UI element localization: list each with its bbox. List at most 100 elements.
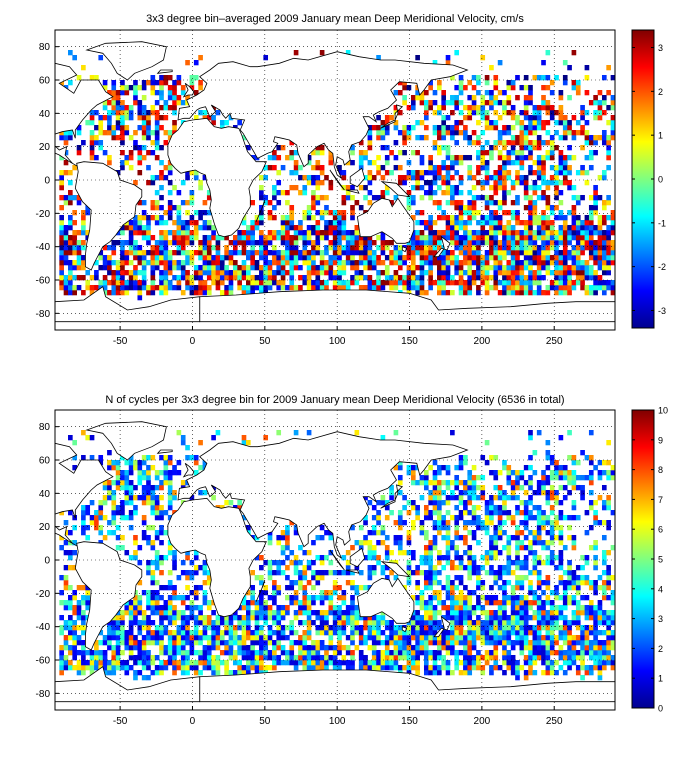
heatmap-cell <box>337 595 342 601</box>
heatmap-cell <box>406 660 412 666</box>
heatmap-cell <box>610 640 615 646</box>
heatmap-cell <box>497 525 503 531</box>
heatmap-cell <box>81 265 86 271</box>
heatmap-cell <box>571 580 577 586</box>
heatmap-cell <box>610 215 615 221</box>
heatmap-cell <box>419 210 425 216</box>
heatmap-cell <box>198 285 203 291</box>
heatmap-cell <box>428 180 433 186</box>
heatmap-cell <box>554 670 559 676</box>
heatmap-cell <box>402 260 407 266</box>
heatmap-cell <box>502 635 507 641</box>
heatmap-cell <box>562 285 568 291</box>
heatmap-cell <box>289 215 295 221</box>
heatmap-cell <box>562 215 568 221</box>
heatmap-cell <box>89 150 95 156</box>
heatmap-cell <box>597 575 603 581</box>
heatmap-cell <box>115 170 121 176</box>
heatmap-cell <box>259 650 264 656</box>
heatmap-cell <box>137 170 143 176</box>
heatmap-cell <box>484 640 490 646</box>
heatmap-cell <box>437 515 442 521</box>
heatmap-cell <box>237 235 242 241</box>
heatmap-cell <box>167 580 173 586</box>
heatmap-cell <box>571 205 577 211</box>
heatmap-cell <box>89 670 95 676</box>
heatmap-cell <box>506 230 512 236</box>
heatmap-cell <box>120 245 125 251</box>
heatmap-cell <box>571 285 577 291</box>
heatmap-cell <box>232 640 238 646</box>
x-tick-label: -50 <box>113 336 128 347</box>
heatmap-cell <box>558 615 564 621</box>
heatmap-cell <box>471 105 477 111</box>
heatmap-cell <box>393 540 399 546</box>
heatmap-cell <box>211 115 216 121</box>
heatmap-cell <box>402 95 407 101</box>
heatmap-cell <box>111 80 117 86</box>
heatmap-cell <box>341 265 347 271</box>
heatmap-cell <box>185 280 190 286</box>
heatmap-cell <box>458 100 464 106</box>
heatmap-cell <box>89 290 95 296</box>
heatmap-cell <box>185 200 190 206</box>
heatmap-cell <box>454 245 460 251</box>
heatmap-cell <box>315 265 321 271</box>
heatmap-cell <box>562 170 568 176</box>
heatmap-cell <box>98 55 104 61</box>
heatmap-cell <box>289 645 295 651</box>
heatmap-cell <box>519 650 525 656</box>
heatmap-cell <box>154 640 160 646</box>
heatmap-cell <box>588 585 594 591</box>
heatmap-cell <box>224 270 229 276</box>
heatmap-cell <box>124 640 130 646</box>
heatmap-cell <box>558 210 564 216</box>
heatmap-cell <box>237 265 242 271</box>
heatmap-cell <box>554 525 559 531</box>
heatmap-cell <box>107 100 112 106</box>
heatmap-cell <box>159 195 164 201</box>
heatmap-cell <box>549 205 555 211</box>
heatmap-cell <box>489 640 494 646</box>
heatmap-cell <box>202 220 208 226</box>
heatmap-cell <box>384 240 390 246</box>
heatmap-cell <box>250 200 255 206</box>
heatmap-cell <box>133 615 138 621</box>
heatmap-cell <box>115 230 121 236</box>
heatmap-cell <box>415 95 420 101</box>
heatmap-cell <box>263 245 269 251</box>
heatmap-cell <box>324 610 329 616</box>
heatmap-cell <box>497 565 503 571</box>
heatmap-cell <box>115 280 121 286</box>
heatmap-cell <box>76 150 82 156</box>
heatmap-cell <box>224 615 229 621</box>
heatmap-cell <box>137 280 143 286</box>
heatmap-cell <box>441 250 446 256</box>
heatmap-cell <box>358 270 364 276</box>
heatmap-cell <box>588 195 594 201</box>
heatmap-cell <box>601 620 607 626</box>
heatmap-cell <box>163 605 169 611</box>
heatmap-cell <box>484 90 490 96</box>
heatmap-cell <box>302 175 308 181</box>
heatmap-cell <box>558 285 564 291</box>
heatmap-cell <box>432 245 438 251</box>
heatmap-cell <box>532 650 538 656</box>
heatmap-cell <box>441 655 446 661</box>
heatmap-cell <box>450 565 455 571</box>
heatmap-cell <box>246 625 251 631</box>
heatmap-cell <box>263 240 269 246</box>
heatmap-cell <box>202 625 208 631</box>
heatmap-cell <box>454 545 460 551</box>
heatmap-cell <box>450 155 455 161</box>
heatmap-cell <box>219 265 225 271</box>
heatmap-cell <box>328 210 334 216</box>
heatmap-cell <box>163 610 169 616</box>
heatmap-cell <box>241 215 247 221</box>
heatmap-cell <box>259 270 264 276</box>
heatmap-cell <box>437 235 442 241</box>
heatmap-cell <box>81 215 86 221</box>
heatmap-cell <box>558 150 564 156</box>
heatmap-cell <box>63 280 69 286</box>
heatmap-cell <box>107 530 112 536</box>
